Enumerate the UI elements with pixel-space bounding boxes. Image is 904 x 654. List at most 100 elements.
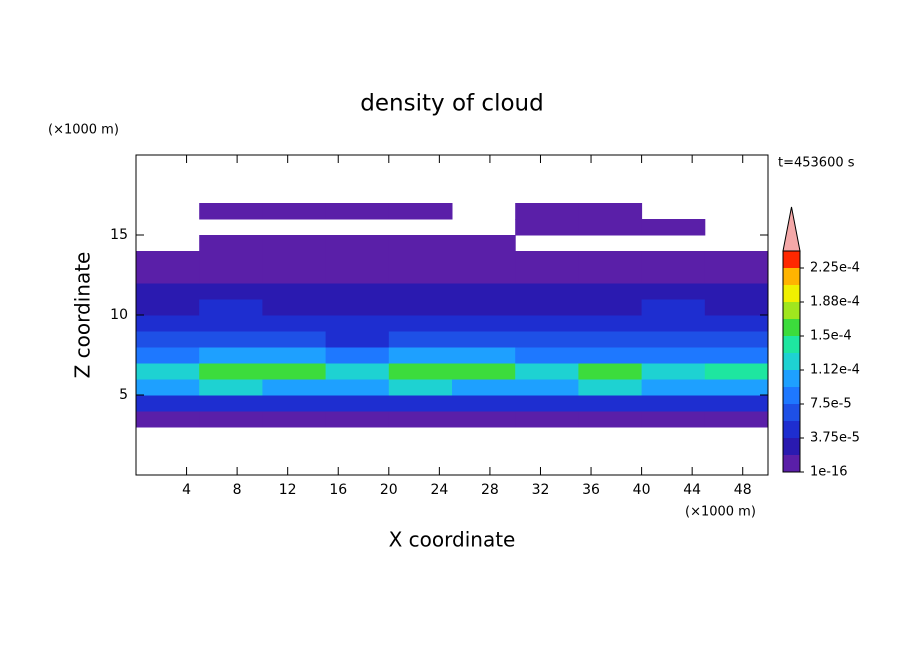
contour-cell [578, 219, 643, 236]
contour-cell [704, 347, 769, 364]
contour-cell [199, 251, 263, 268]
colorbar-band [783, 319, 800, 336]
colorbar-band [783, 336, 800, 353]
contour-cell [641, 283, 706, 300]
y-tick-label: 5 [119, 387, 128, 403]
colorbar-band [783, 251, 800, 268]
contour-cell [388, 251, 453, 268]
contour-cell [262, 363, 327, 380]
contour-cell [641, 315, 706, 332]
contour-cell [641, 331, 706, 348]
contour-cell [136, 283, 200, 300]
x-tick-label: 40 [633, 482, 651, 498]
contour-cell [325, 235, 390, 252]
y-tick-label: 15 [110, 227, 128, 243]
contour-cell [578, 347, 643, 364]
x-unit: (×1000 m) [685, 505, 756, 520]
contour-cell [452, 331, 516, 348]
contour-cell [578, 379, 643, 396]
colorbar-band [783, 370, 800, 387]
contour-cell [578, 411, 643, 428]
contour-cell [325, 379, 390, 396]
contour-cell [578, 299, 643, 316]
y-unit: (×1000 m) [48, 123, 119, 138]
colorbar-band [783, 302, 800, 319]
contour-cell [262, 283, 327, 300]
x-axis-label: X coordinate [389, 528, 516, 552]
contour-cell [199, 267, 263, 284]
colorbar-band [783, 404, 800, 421]
contour-cell [388, 411, 453, 428]
colorbar-label: 3.75e-5 [810, 431, 860, 446]
contour-cell [325, 283, 390, 300]
contour-cell [136, 347, 200, 364]
contour-cell [388, 267, 453, 284]
contour-cell [515, 347, 579, 364]
contour-cell [325, 411, 390, 428]
colorbar-band [783, 421, 800, 438]
contour-cell [199, 315, 263, 332]
y-axis-label: Z coordinate [71, 252, 95, 379]
colorbar-label: 1.88e-4 [810, 295, 860, 310]
contour-cell [452, 411, 516, 428]
contour-cell [199, 363, 263, 380]
contour-cell [388, 395, 453, 412]
contour-cell [262, 347, 327, 364]
contour-cell [262, 267, 327, 284]
contour-cell [262, 379, 327, 396]
contour-cell [199, 203, 263, 220]
contour-cell [136, 299, 200, 316]
contour-cell [641, 379, 706, 396]
colorbar-band [783, 353, 800, 370]
x-tick-label: 16 [329, 482, 347, 498]
contour-cell [641, 267, 706, 284]
contour-cell [515, 203, 579, 220]
contour-cell [515, 379, 579, 396]
contour-cell [388, 379, 453, 396]
contour-cell [325, 347, 390, 364]
contour-cell [136, 411, 200, 428]
contour-cell [452, 267, 516, 284]
contour-cell [704, 379, 769, 396]
contour-cell [515, 363, 579, 380]
contour-cell [578, 395, 643, 412]
colorbar-band [783, 387, 800, 404]
contour-cell [325, 299, 390, 316]
field [136, 203, 769, 428]
x-tick-label: 28 [481, 482, 499, 498]
contour-cell [704, 363, 769, 380]
contour-cell [578, 251, 643, 268]
contour-cell [452, 315, 516, 332]
colorbar-band [783, 438, 800, 455]
contour-cell [515, 219, 579, 236]
contour-cell [136, 331, 200, 348]
contour-cell [578, 315, 643, 332]
contour-cell [515, 315, 579, 332]
contour-cell [388, 347, 453, 364]
contour-cell [262, 315, 327, 332]
contour-cell [515, 331, 579, 348]
contour-cell [641, 219, 706, 236]
chart-title: density of cloud [360, 91, 543, 117]
contour-cell [388, 235, 453, 252]
contour-cell [641, 411, 706, 428]
contour-cell [199, 283, 263, 300]
contour-cell [262, 235, 327, 252]
contour-cell [388, 299, 453, 316]
contour-cell [515, 395, 579, 412]
x-tick-label: 44 [683, 482, 701, 498]
contour-cell [136, 315, 200, 332]
colorbar-band [783, 285, 800, 302]
contour-cell [452, 235, 516, 252]
contour-cell [199, 235, 263, 252]
contour-cell [704, 411, 769, 428]
contour-cell [641, 251, 706, 268]
contour-cell [199, 379, 263, 396]
contour-cell [325, 395, 390, 412]
contour-cell [704, 283, 769, 300]
contour-cell [136, 363, 200, 380]
x-tick-label: 8 [233, 482, 242, 498]
contour-cell [452, 283, 516, 300]
contour-cell [452, 379, 516, 396]
